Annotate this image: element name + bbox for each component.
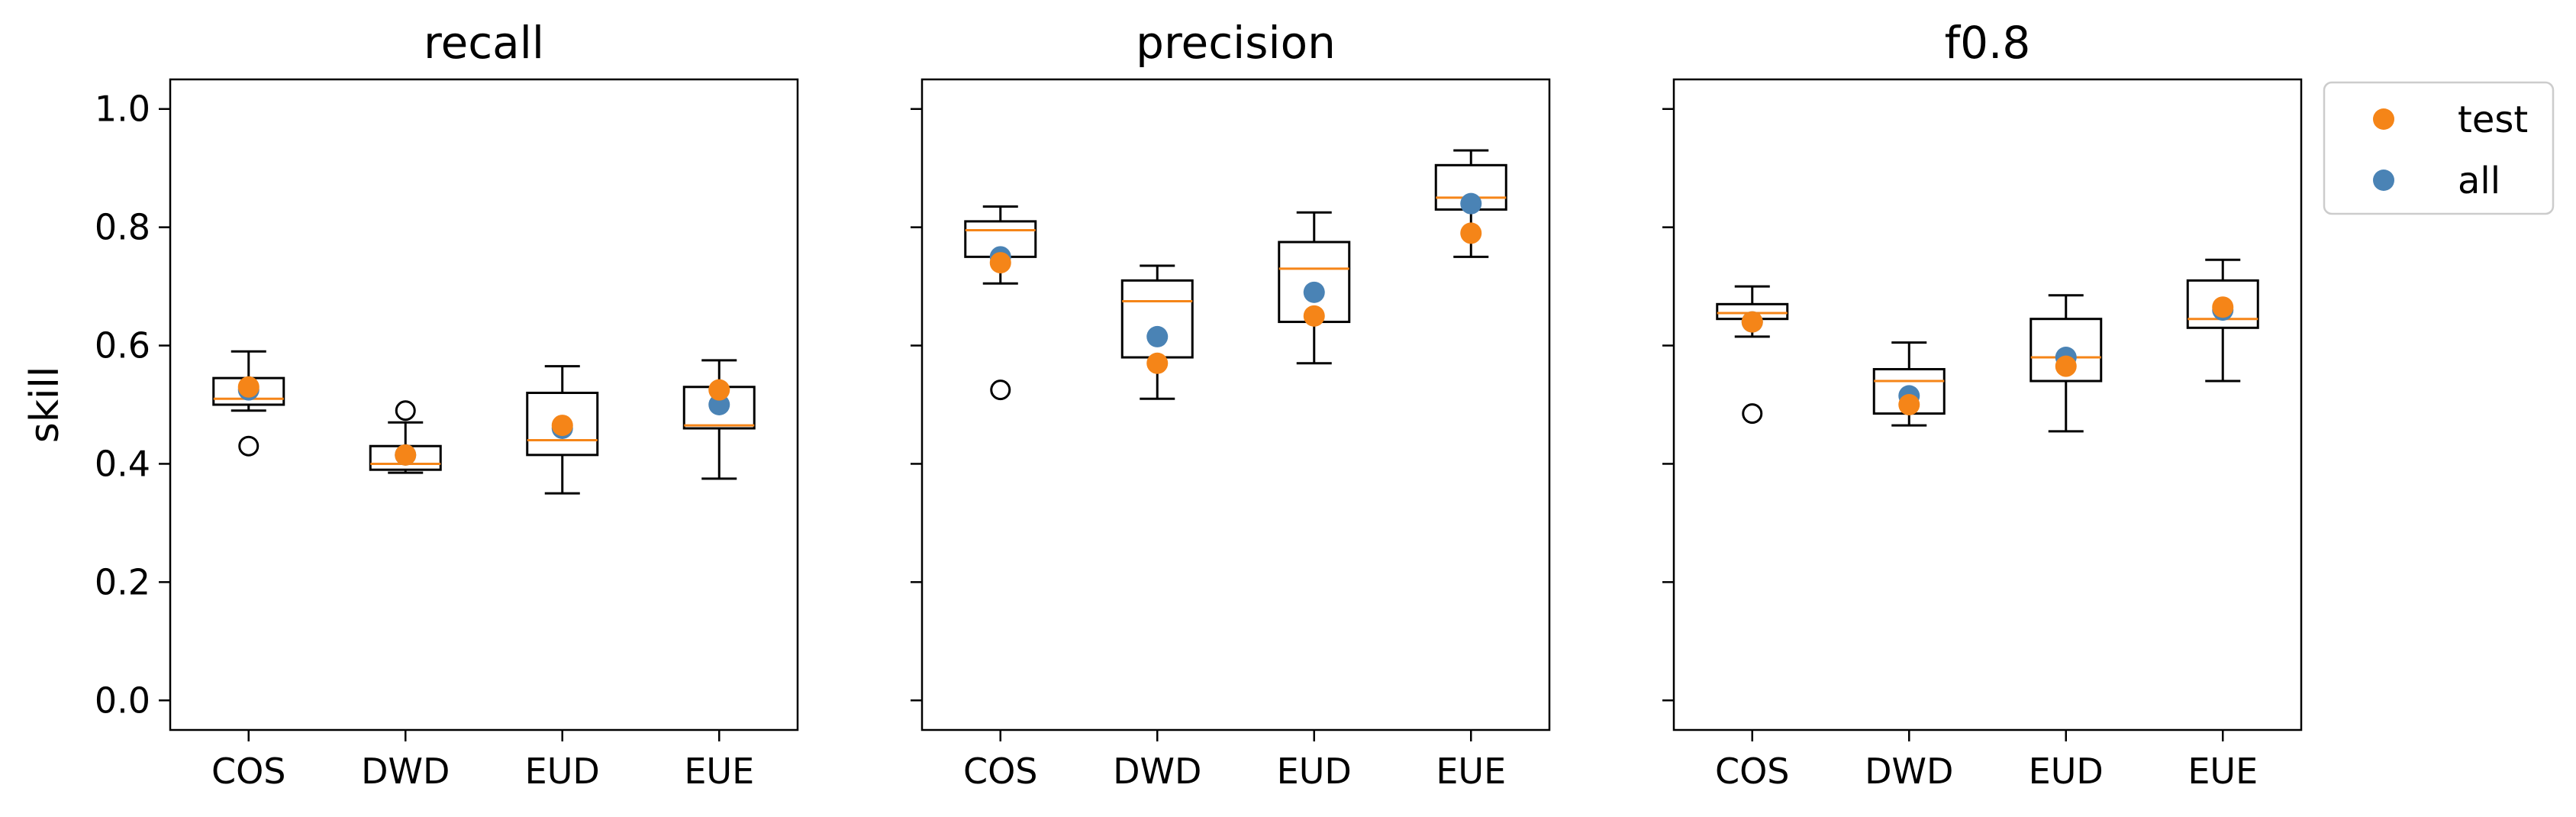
y-tick-label-1: 0.2 [95,561,150,602]
x-tick-label-1-3: EUE [1436,751,1506,792]
axes-frame-0 [169,78,799,731]
x-tick-label-2-3: EUE [2188,751,2258,792]
point-all-1-3 [1460,192,1482,215]
point-test-2-2 [2055,355,2077,377]
point-test-2-1 [1898,394,1920,415]
y-tick-label-2: 0.4 [95,443,150,484]
x-tick-label-0-2: EUD [525,751,600,792]
point-all-1-1 [1146,325,1169,347]
point-all-1-2 [1303,281,1325,303]
y-tick-label-0: 0.0 [95,680,150,721]
point-test-1-0 [989,252,1011,274]
point-test-1-3 [1460,222,1482,244]
point-test-1-1 [1146,352,1169,374]
point-test-0-2 [551,415,573,437]
y-axis-label: skill [22,367,68,444]
axes-frame-2 [1672,78,2303,731]
point-test-2-0 [1741,311,1763,333]
box-0-1-outlier-0 [395,400,416,421]
panel-title-0: recall [424,17,544,69]
point-test-2-3 [2212,296,2234,318]
y-tick-label-3: 0.6 [95,325,150,367]
panel-title-1: precision [1136,17,1336,69]
y-tick-label-5: 1.0 [95,89,150,130]
x-tick-label-1-1: DWD [1113,751,1201,792]
y-tick-label-4: 0.8 [95,207,150,248]
box-2-2-iqr-box [2030,318,2103,383]
box-2-3-iqr-box [2186,279,2259,329]
x-tick-label-1-0: COS [963,751,1038,792]
legend-marker-all [2373,170,2394,191]
legend-label-test: test [2458,98,2528,141]
point-test-0-1 [395,444,417,466]
box-1-0-outlier-0 [990,379,1011,401]
x-tick-label-2-0: COS [1715,751,1790,792]
point-test-0-0 [237,376,260,398]
x-tick-label-1-2: EUD [1277,751,1352,792]
legend-label-all: all [2458,160,2500,202]
x-tick-label-0-0: COS [211,751,286,792]
panel-title-2: f0.8 [1945,17,2031,69]
box-0-0-outlier-0 [238,435,260,457]
point-test-1-2 [1303,305,1325,327]
box-0-2-iqr-box [526,392,599,457]
x-tick-label-0-3: EUE [684,751,754,792]
legend-marker-test [2373,108,2394,130]
axes-frame-1 [920,78,1551,731]
x-tick-label-2-1: DWD [1865,751,1953,792]
x-tick-label-0-1: DWD [361,751,450,792]
x-tick-label-2-2: EUD [2029,751,2104,792]
box-2-0-outlier-0 [1742,403,1763,425]
point-all-0-3 [708,394,730,415]
point-test-0-3 [708,379,730,401]
